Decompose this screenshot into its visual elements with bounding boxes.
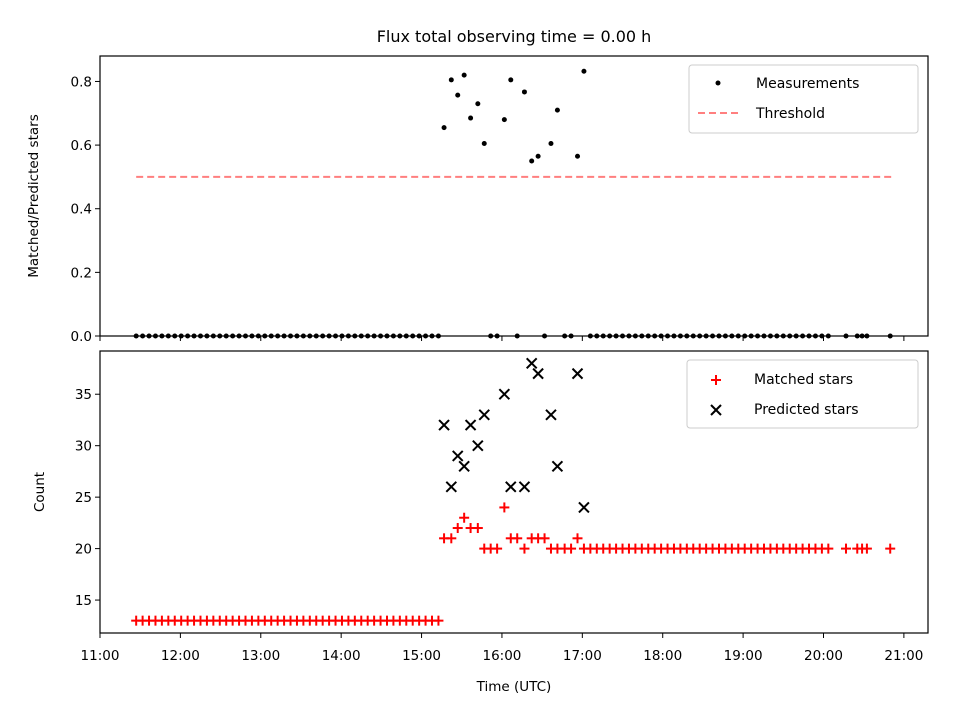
matched-star-point bbox=[885, 543, 896, 554]
legend-matched-plus bbox=[711, 375, 721, 385]
measurement-point bbox=[475, 101, 481, 107]
predicted-star-point bbox=[505, 481, 517, 493]
ratio-y-axis-label: Matched/Predicted stars bbox=[26, 114, 42, 277]
x-tick-label: 12:00 bbox=[161, 648, 200, 664]
measurement-point bbox=[529, 158, 535, 164]
y-tick-label: 0.4 bbox=[71, 202, 92, 218]
predicted-star-point bbox=[464, 419, 477, 431]
matched-star-point bbox=[861, 543, 872, 554]
predicted-star-point bbox=[478, 409, 490, 421]
y-tick-label: 0.6 bbox=[71, 138, 92, 154]
predicted-star-point bbox=[445, 481, 458, 493]
predicted-star-point bbox=[458, 460, 470, 472]
x-tick-label: 14:00 bbox=[322, 648, 361, 664]
matched-star-point bbox=[472, 523, 483, 534]
y-tick-label: 15 bbox=[75, 593, 92, 609]
matched-star-point bbox=[499, 502, 510, 513]
predicted-star-point bbox=[578, 501, 590, 514]
measurement-point bbox=[468, 115, 474, 121]
predicted-star-point bbox=[551, 460, 564, 472]
predicted-star-point bbox=[438, 419, 450, 431]
ratio-y-ticks: 0.0 0.2 0.4 0.6 0.8 bbox=[71, 74, 100, 345]
matched-star-point bbox=[519, 543, 530, 554]
x-tick-label: 11:00 bbox=[81, 648, 120, 664]
measurement-point bbox=[554, 107, 560, 113]
matched-star-point bbox=[492, 543, 503, 554]
predicted-star-point bbox=[452, 450, 464, 462]
predicted-star-point bbox=[518, 481, 531, 493]
matched-star-point bbox=[823, 543, 834, 554]
count-x-ticks: 11:00 12:00 13:00 14:00 15:00 16:00 17:00 18:00… bbox=[81, 633, 923, 664]
matched-star-point bbox=[566, 543, 577, 554]
y-tick-label: 20 bbox=[75, 542, 92, 558]
x-tick-label: 15:00 bbox=[402, 648, 441, 664]
chart-title: Flux total observing time = 0.00 h bbox=[377, 27, 652, 46]
measurement-point bbox=[521, 89, 527, 95]
y-tick-label: 0.0 bbox=[71, 329, 92, 345]
matched-star-point bbox=[539, 533, 550, 544]
ratio-panel: 0.00.20.40.60.8 Matched/Predicted stars … bbox=[26, 55, 929, 345]
measurement-point bbox=[501, 117, 507, 123]
matched-star-point bbox=[433, 615, 444, 626]
legend-predicted-label: Predicted stars bbox=[754, 402, 859, 418]
predicted-star-point bbox=[525, 357, 538, 370]
y-tick-label: 30 bbox=[75, 439, 92, 455]
x-tick-label: 13:00 bbox=[241, 648, 280, 664]
count-y-axis-label: Count bbox=[32, 472, 48, 512]
x-tick-label: 19:00 bbox=[724, 648, 763, 664]
ratio-axes-frame bbox=[99, 55, 929, 337]
legend-measurements-label: Measurements bbox=[756, 76, 859, 92]
measurement-point bbox=[548, 141, 554, 146]
measurement-point bbox=[575, 153, 581, 159]
predicted-star-point bbox=[472, 439, 484, 452]
legend-predicted-marker bbox=[710, 404, 722, 416]
count-legend: Matched stars Predicted stars bbox=[686, 359, 919, 429]
count-axes-frame bbox=[99, 350, 929, 634]
y-tick-label: 35 bbox=[75, 387, 92, 403]
measurement-point bbox=[581, 68, 587, 74]
matched-star-point bbox=[446, 533, 457, 544]
legend-predicted-cross bbox=[710, 404, 722, 416]
count-plot-area bbox=[131, 357, 896, 626]
predicted-star-point bbox=[571, 367, 584, 380]
measurement-point bbox=[455, 92, 461, 98]
y-tick-label: 0.8 bbox=[71, 74, 92, 90]
legend-measurements-marker bbox=[715, 80, 721, 86]
y-tick-label: 25 bbox=[75, 490, 92, 506]
legend-threshold-label: Threshold bbox=[755, 106, 825, 122]
matched-star-point bbox=[459, 512, 470, 523]
measurement-point bbox=[481, 141, 487, 146]
count-y-ticks: 15 20 25 30 35 bbox=[75, 387, 100, 609]
predicted-star-point bbox=[498, 388, 511, 400]
measurement-point bbox=[535, 153, 541, 159]
legend-matched-marker bbox=[711, 375, 721, 385]
x-tick-label: 17:00 bbox=[563, 648, 602, 664]
y-tick-label: 0.2 bbox=[71, 265, 92, 281]
predicted-star-point bbox=[532, 367, 544, 380]
x-tick-label: 21:00 bbox=[884, 648, 923, 664]
x-tick-label: 18:00 bbox=[643, 648, 682, 664]
count-legend-box bbox=[686, 359, 919, 429]
measurement-point bbox=[448, 77, 454, 83]
matched-star-point bbox=[512, 533, 523, 544]
legend-matched-label: Matched stars bbox=[754, 372, 853, 388]
ratio-legend: Measurements Threshold bbox=[688, 64, 919, 134]
measurement-point bbox=[441, 125, 447, 131]
x-tick-label: 20:00 bbox=[804, 648, 843, 664]
matched-star-point bbox=[452, 523, 463, 534]
matched-star-point bbox=[572, 533, 583, 544]
x-axis-label: Time (UTC) bbox=[476, 679, 552, 695]
x-tick-label: 16:00 bbox=[482, 648, 521, 664]
count-panel: 15 20 25 30 35 11:00 12:00 13:00 14:00 15:00 16:0… bbox=[32, 350, 929, 695]
measurement-point bbox=[508, 77, 514, 83]
measurement-point bbox=[461, 72, 467, 78]
matched-star-point bbox=[841, 543, 852, 554]
ratio-x-ticks bbox=[99, 336, 905, 341]
predicted-star-point bbox=[545, 409, 557, 421]
ratio-legend-box bbox=[688, 64, 919, 134]
